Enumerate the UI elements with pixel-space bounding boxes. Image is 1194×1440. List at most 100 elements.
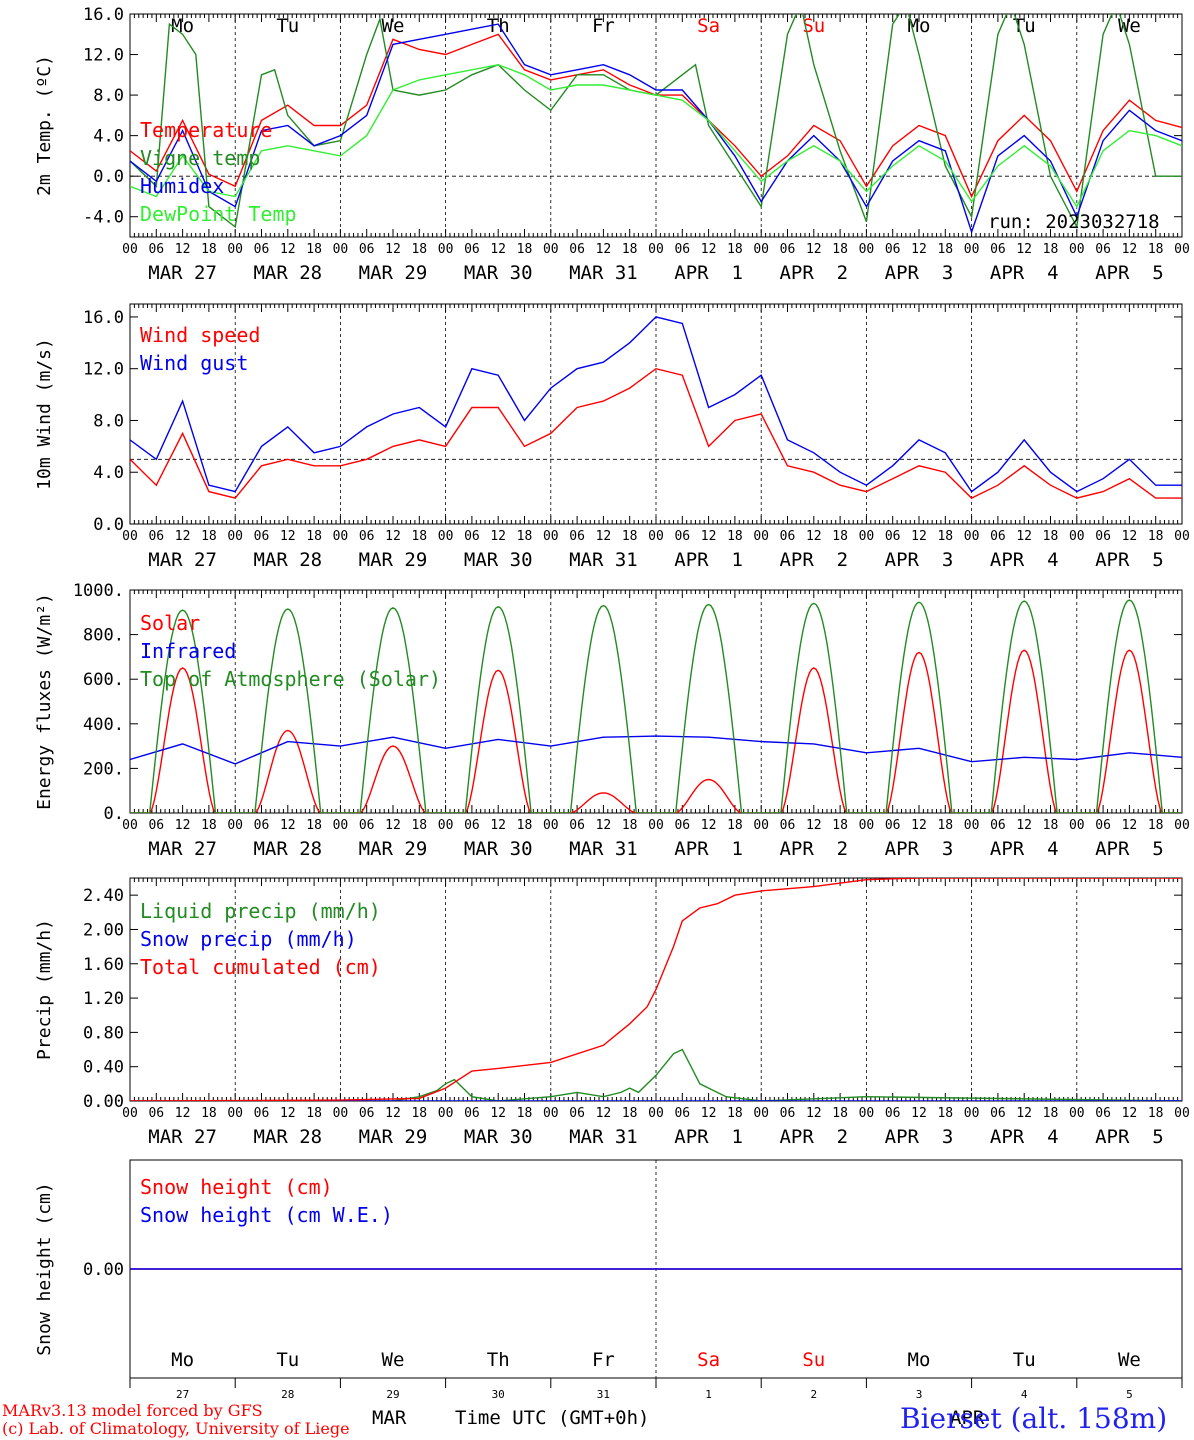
wind-hour-label: 06 (674, 529, 690, 544)
precip-day-label: APR 4 (990, 1126, 1059, 1148)
energy-legend-entry: Top of Atmosphere (Solar) (140, 667, 441, 691)
wind-hour-label: 00 (753, 529, 769, 544)
temperature-hour-label: 06 (674, 242, 690, 257)
precip-ytick-label: 0.00 (83, 1092, 124, 1112)
energy-ytick-label: 200. (83, 759, 124, 779)
weekday-label: We (1118, 15, 1141, 37)
wind-day-label: MAR 30 (464, 549, 533, 571)
wind-day-label: APR 4 (990, 549, 1059, 571)
weekday-label: Fr (592, 1349, 615, 1371)
weekday-label: Fr (592, 15, 615, 37)
temperature-hour-label: 06 (148, 242, 164, 257)
wind-ytick-label: 0.0 (93, 515, 124, 535)
weekday-label: We (1118, 1349, 1141, 1371)
energy-day-label: MAR 29 (359, 838, 428, 860)
weekday-label: Mo (171, 15, 194, 37)
precip-hour-label: 12 (280, 1106, 296, 1121)
wind-ylabel: 10m Wind (m/s) (34, 338, 55, 490)
precip-hour-label: 06 (780, 1106, 796, 1121)
precip-hour-label: 00 (543, 1106, 559, 1121)
wind-day-label: MAR 31 (569, 549, 638, 571)
energy-hour-label: 18 (411, 818, 427, 833)
energy-day-label: MAR 31 (569, 838, 638, 860)
temperature-legend-entry: Humidex (140, 174, 224, 198)
energy-hour-label: 06 (148, 818, 164, 833)
weekday-label: Su (802, 1349, 825, 1371)
precip-hour-label: 06 (885, 1106, 901, 1121)
bottom-day-number: 3 (916, 1388, 923, 1401)
wind-hour-label: 18 (411, 529, 427, 544)
energy-hour-label: 06 (780, 818, 796, 833)
credit-line-1: MARv3.13 model forced by GFS (2, 1401, 263, 1420)
energy-series-top-of-atmosphere-solar- (130, 599, 1182, 813)
bottom-day-number: 30 (492, 1388, 505, 1401)
temperature-hour-label: 00 (859, 242, 875, 257)
bottom-day-number: 1 (705, 1388, 712, 1401)
energy-hour-label: 18 (1043, 818, 1059, 833)
temperature-day-label: MAR 27 (148, 262, 217, 284)
wind-hour-label: 18 (517, 529, 533, 544)
precip-hour-label: 06 (359, 1106, 375, 1121)
wind-day-label: APR 1 (674, 549, 743, 571)
energy-ytick-label: 600. (83, 670, 124, 690)
wind-hour-label: 12 (385, 529, 401, 544)
precip-series-liquid-precip-mm-h- (130, 1048, 1182, 1101)
precip-day-label: APR 3 (885, 1126, 954, 1148)
wind-hour-label: 06 (359, 529, 375, 544)
wind-day-label: APR 2 (779, 549, 848, 571)
precip-hour-label: 12 (701, 1106, 717, 1121)
temperature-ytick-label: 0.0 (93, 167, 124, 187)
temperature-hour-label: 18 (727, 242, 743, 257)
energy-hour-label: 18 (727, 818, 743, 833)
precip-hour-label: 12 (1016, 1106, 1032, 1121)
temperature-series-vigne-temp (130, 14, 1182, 230)
energy-hour-label: 00 (1174, 818, 1190, 833)
precip-hour-label: 12 (175, 1106, 191, 1121)
wind-hour-label: 18 (937, 529, 953, 544)
precip-hour-label: 18 (306, 1106, 322, 1121)
wind-hour-label: 06 (148, 529, 164, 544)
temperature-day-label: APR 5 (1095, 262, 1164, 284)
bottom-day-number: 5 (1126, 1388, 1133, 1401)
energy-hour-label: 12 (701, 818, 717, 833)
wind-day-label: MAR 29 (359, 549, 428, 571)
temperature-hour-label: 00 (648, 242, 664, 257)
wind-ytick-label: 4.0 (93, 463, 124, 483)
temperature-legend-entry: DewPoint Temp (140, 202, 297, 226)
energy-hour-label: 06 (359, 818, 375, 833)
energy-hour-label: 06 (1095, 818, 1111, 833)
precip-hour-label: 00 (648, 1106, 664, 1121)
precip-hour-label: 00 (333, 1106, 349, 1121)
wind-hour-label: 18 (201, 529, 217, 544)
chart-panels: 16.012.08.04.00.0-4.02m Temp. (ºC)00 06 12… (34, 5, 1190, 1401)
precip-hour-label: 06 (569, 1106, 585, 1121)
wind-hour-label: 12 (175, 529, 191, 544)
precip-legend-entry: Liquid precip (mm/h) (140, 899, 381, 923)
temperature-hour-label: 06 (885, 242, 901, 257)
weekday-label: Tu (1013, 15, 1036, 37)
wind-hour-label: 06 (885, 529, 901, 544)
energy-day-label: APR 1 (674, 838, 743, 860)
energy-hour-label: 12 (806, 818, 822, 833)
month-label-apr: APR (950, 1407, 985, 1429)
temperature-hour-label: 18 (201, 242, 217, 257)
precip-hour-label: 06 (1095, 1106, 1111, 1121)
temperature-hour-label: 18 (306, 242, 322, 257)
temperature-day-label: APR 2 (779, 262, 848, 284)
wind-day-label: APR 3 (885, 549, 954, 571)
bottom-day-number: 4 (1021, 1388, 1028, 1401)
precip-day-label: APR 2 (779, 1126, 848, 1148)
energy-hour-label: 00 (964, 818, 980, 833)
temperature-day-label: APR 4 (990, 262, 1059, 284)
wind-hour-label: 18 (306, 529, 322, 544)
weekday-label: Th (487, 15, 510, 37)
energy-ylabel: Energy fluxes (W/m²) (34, 593, 55, 810)
wind-hour-label: 18 (622, 529, 638, 544)
precip-day-label: APR 1 (674, 1126, 743, 1148)
bottom-day-number: 2 (810, 1388, 817, 1401)
wind-hour-label: 12 (280, 529, 296, 544)
temperature-hour-label: 18 (517, 242, 533, 257)
energy-legend-entry: Solar (140, 611, 200, 635)
temperature-hour-label: 06 (1095, 242, 1111, 257)
precip-day-label: MAR 31 (569, 1126, 638, 1148)
